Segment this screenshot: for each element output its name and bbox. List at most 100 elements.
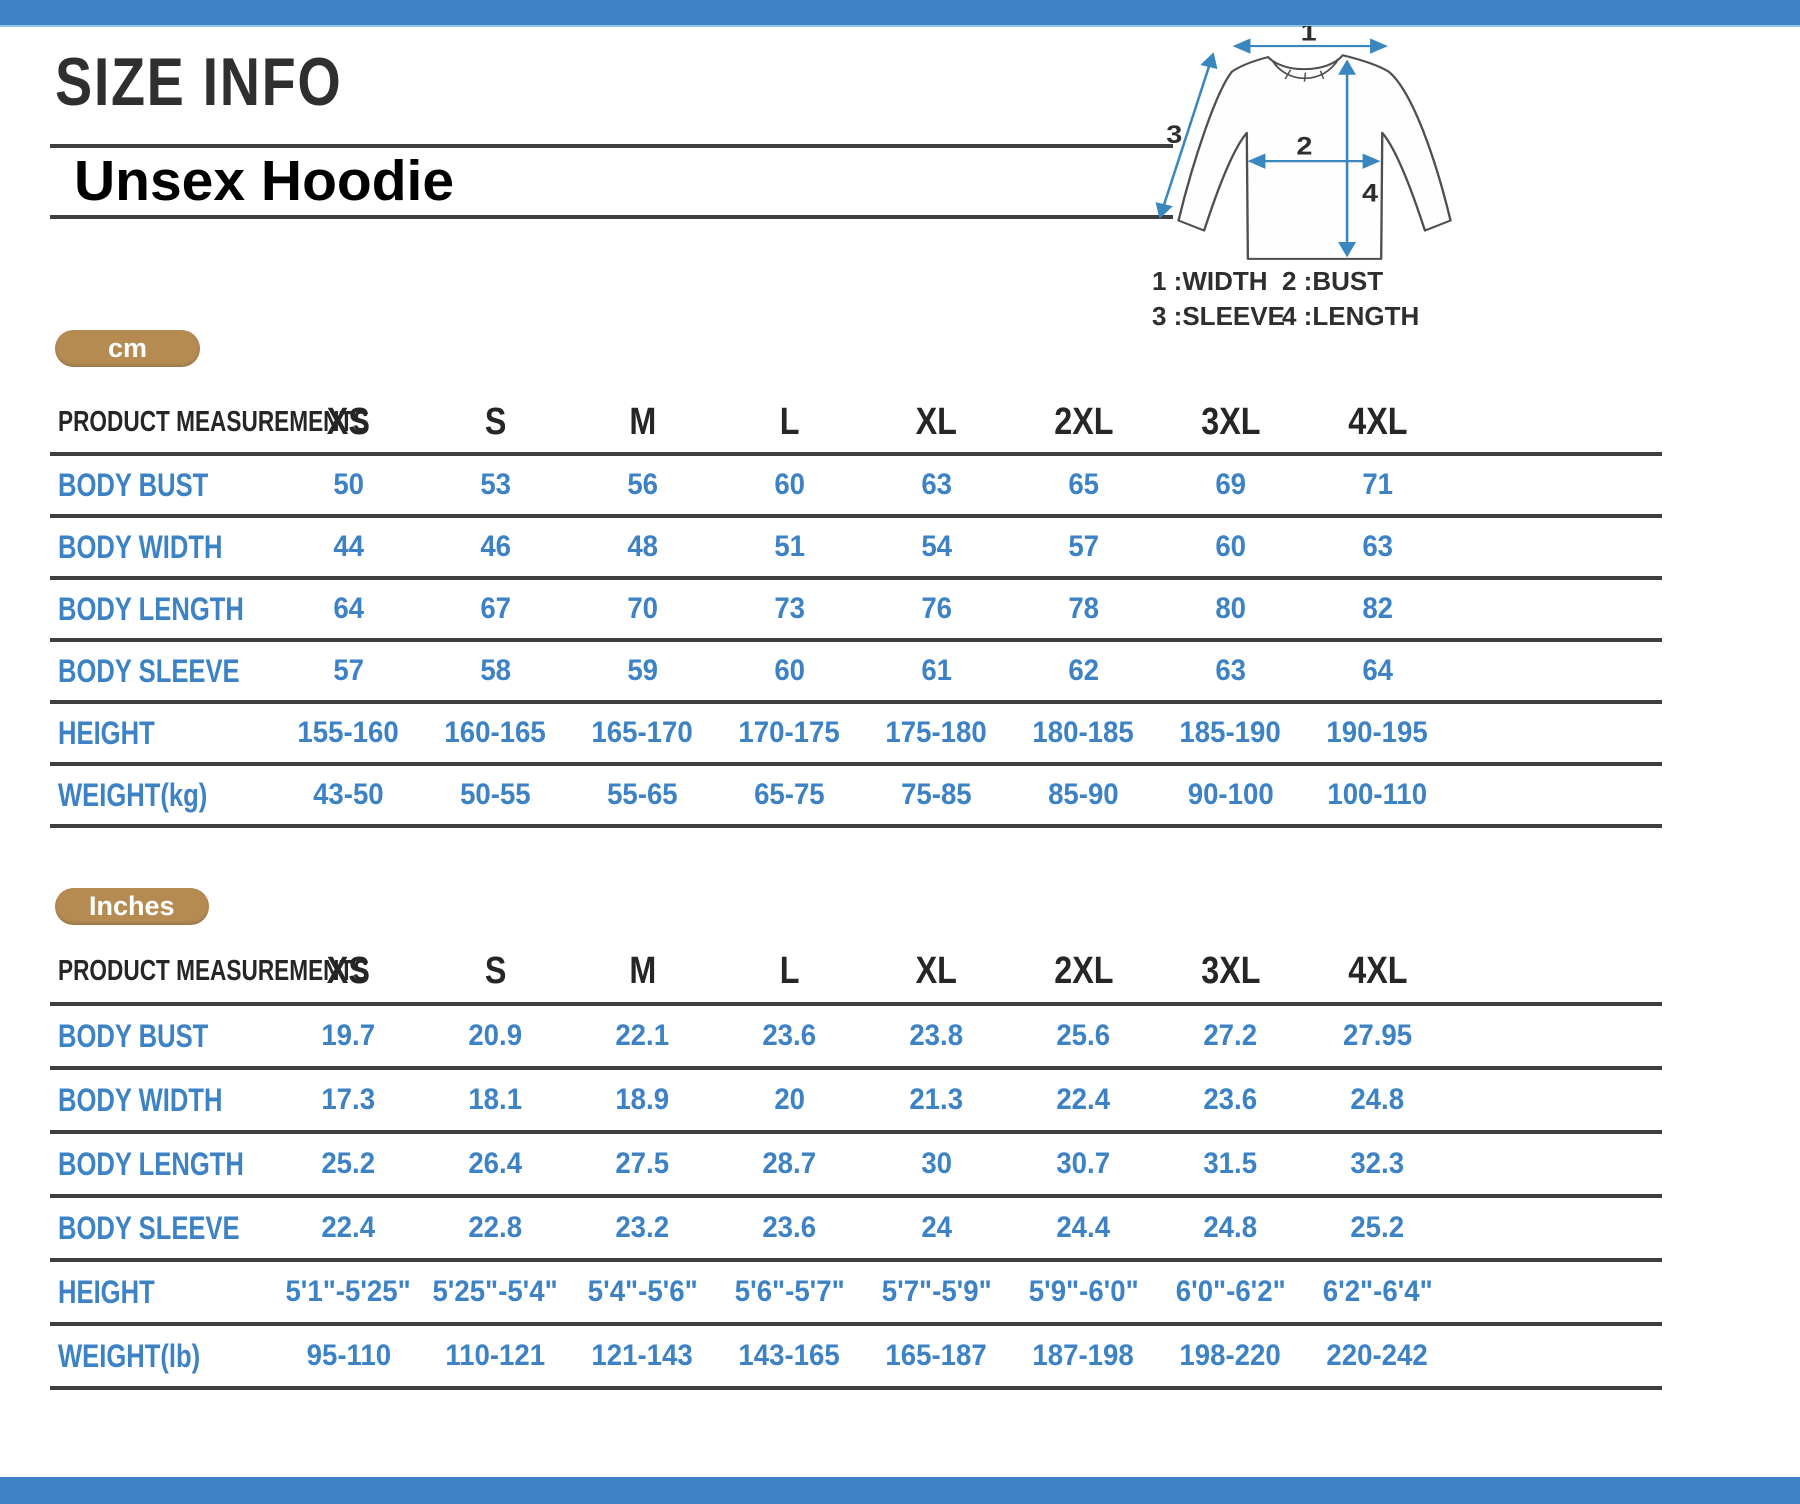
shirt-outline — [1177, 54, 1452, 260]
size-value-cell: 28.7 — [762, 1147, 817, 1180]
size-value-cell: 51 — [774, 530, 805, 563]
size-value-cell: 165-187 — [885, 1339, 988, 1372]
page-title: SIZE INFO — [55, 44, 343, 120]
row-label: BODY LENGTH — [58, 1145, 244, 1182]
legend-item-sleeve: 3 :SLEEVE — [1152, 301, 1285, 331]
size-value-cell: 22.8 — [468, 1211, 523, 1244]
size-value-cell: 100-110 — [1327, 778, 1428, 811]
size-value-cell: 20.9 — [468, 1019, 523, 1052]
row-label: BODY BUST — [58, 1017, 209, 1054]
measurement-row: BODY WIDTH 44 46 48 51 54 57 60 63 — [50, 516, 1662, 578]
size-value-cell: 80 — [1215, 592, 1246, 625]
size-value-cell: 25.6 — [1056, 1019, 1111, 1052]
size-value-cell: 59 — [627, 654, 658, 687]
row-label: BODY WIDTH — [58, 1081, 223, 1118]
measurement-row: WEIGHT(kg) 43-50 50-55 55-65 65-75 75-85 85-90… — [50, 764, 1662, 826]
size-value-cell: 175-180 — [885, 716, 988, 749]
size-value-cell: 63 — [1215, 654, 1246, 687]
size-value-cell: 82 — [1362, 592, 1393, 625]
sleeve-arrow — [1155, 52, 1218, 219]
size-value-cell: 30 — [921, 1147, 952, 1180]
size-value-cell: 165-170 — [591, 716, 694, 749]
size-value-cell: 21.3 — [909, 1083, 964, 1116]
size-value-cell: 90-100 — [1187, 778, 1274, 811]
measurements-header: PRODUCT MEASUREMENTS — [58, 954, 369, 987]
measurements-header: PRODUCT MEASUREMENTS — [58, 405, 369, 438]
size-value-cell: 24.8 — [1203, 1211, 1258, 1244]
size-value-cell: 46 — [480, 530, 511, 563]
measurement-row: WEIGHT(lb) 95-110 110-121 121-143 143-165 165… — [50, 1324, 1662, 1388]
spacer-cell — [1451, 1260, 1662, 1324]
size-value-cell: 54 — [921, 530, 952, 563]
measurement-row: BODY BUST 19.7 20.9 22.1 23.6 23.8 25.6 27.2 27.… — [50, 1004, 1662, 1068]
size-value-cell: 63 — [921, 468, 952, 501]
legend-item-length: 4 :LENGTH — [1282, 301, 1420, 331]
column-header-size-xl: XL — [915, 949, 958, 992]
bottom-accent-bar — [0, 1477, 1800, 1504]
row-label: BODY SLEEVE — [58, 652, 240, 689]
spacer-cell — [1451, 640, 1662, 702]
size-value-cell: 31.5 — [1203, 1147, 1258, 1180]
column-header-size-l: L — [779, 949, 800, 992]
size-value-cell: 22.1 — [615, 1019, 670, 1052]
size-value-cell: 43-50 — [313, 778, 384, 811]
spacer-cell — [1451, 516, 1662, 578]
column-header-size-4xl: 4XL — [1347, 400, 1408, 443]
size-header-row: PRODUCT MEASUREMENTS XS S M L XL 2XL 3XL 4XL — [50, 940, 1662, 1004]
size-value-cell: 62 — [1068, 654, 1099, 687]
spacer-cell — [1451, 454, 1662, 516]
size-value-cell: 53 — [480, 468, 511, 501]
size-value-cell: 5'6"-5'7" — [734, 1275, 845, 1308]
size-value-cell: 71 — [1362, 468, 1393, 501]
size-value-cell: 76 — [921, 592, 952, 625]
row-label: BODY LENGTH — [58, 590, 244, 627]
size-value-cell: 187-198 — [1032, 1339, 1135, 1372]
arrow-label-bust: 2 — [1296, 133, 1312, 161]
size-value-cell: 143-165 — [738, 1339, 841, 1372]
spacer-cell — [1451, 578, 1662, 640]
size-value-cell: 5'1"-5'25" — [285, 1275, 412, 1308]
size-value-cell: 18.9 — [615, 1083, 670, 1116]
measurement-row: BODY BUST 50 53 56 60 63 65 69 71 — [50, 454, 1662, 516]
unit-badge-inches: Inches — [55, 888, 209, 925]
size-value-cell: 60 — [774, 468, 805, 501]
row-label: HEIGHT — [58, 714, 155, 751]
divider-line-bottom — [50, 215, 1173, 219]
spacer-cell — [1451, 702, 1662, 764]
size-value-cell: 78 — [1068, 592, 1099, 625]
spacer-cell — [1451, 1132, 1662, 1196]
size-value-cell: 69 — [1215, 468, 1246, 501]
size-value-cell: 27.2 — [1203, 1019, 1258, 1052]
spacer-cell — [1451, 1196, 1662, 1260]
measurement-row: BODY WIDTH 17.3 18.1 18.9 20 21.3 22.4 23.6 24.8 — [50, 1068, 1662, 1132]
size-value-cell: 63 — [1362, 530, 1393, 563]
column-header-size-xs: XS — [326, 400, 371, 443]
size-value-cell: 110-121 — [445, 1339, 546, 1372]
size-value-cell: 64 — [333, 592, 364, 625]
size-value-cell: 180-185 — [1032, 716, 1135, 749]
row-label: BODY WIDTH — [58, 528, 223, 565]
size-value-cell: 58 — [480, 654, 511, 687]
row-label: WEIGHT(kg) — [58, 776, 208, 813]
size-value-cell: 19.7 — [321, 1019, 376, 1052]
size-value-cell: 160-165 — [444, 716, 547, 749]
column-header-size-m: M — [629, 400, 656, 443]
size-value-cell: 24.8 — [1350, 1083, 1405, 1116]
size-value-cell: 26.4 — [468, 1147, 523, 1180]
size-value-cell: 25.2 — [321, 1147, 376, 1180]
arrow-label-length: 4 — [1362, 179, 1378, 207]
size-value-cell: 55-65 — [607, 778, 678, 811]
legend-item-width: 1 :WIDTH — [1152, 266, 1268, 296]
size-value-cell: 85-90 — [1048, 778, 1119, 811]
column-header-size-4xl: 4XL — [1347, 949, 1408, 992]
column-header-size-s: S — [484, 949, 507, 992]
row-label: HEIGHT — [58, 1273, 155, 1310]
size-value-cell: 67 — [480, 592, 511, 625]
size-header-row: PRODUCT MEASUREMENTS XS S M L XL 2XL 3XL 4XL — [50, 392, 1662, 454]
size-value-cell: 57 — [333, 654, 364, 687]
row-label: WEIGHT(lb) — [58, 1337, 201, 1374]
size-value-cell: 5'25"-5'4" — [432, 1275, 559, 1308]
collar-ribs — [1284, 69, 1325, 82]
spacer-cell — [1451, 392, 1662, 454]
unit-badge-cm: cm — [55, 330, 200, 367]
